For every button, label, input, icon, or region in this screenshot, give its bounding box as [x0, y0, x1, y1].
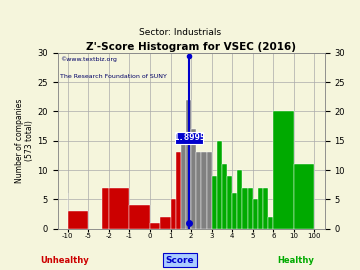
Text: The Research Foundation of SUNY: The Research Foundation of SUNY [60, 74, 167, 79]
Bar [227, 176, 232, 229]
Bar [196, 153, 201, 229]
Bar [150, 223, 160, 229]
Text: ©www.textbiz.org: ©www.textbiz.org [60, 56, 117, 62]
Bar [237, 170, 242, 229]
Bar [294, 164, 314, 229]
FancyBboxPatch shape [175, 132, 203, 144]
Bar [201, 153, 207, 229]
Bar [102, 188, 109, 229]
Text: 1.8995: 1.8995 [173, 133, 205, 142]
Bar [263, 188, 268, 229]
Bar [181, 135, 186, 229]
Bar [258, 188, 263, 229]
Bar [171, 199, 176, 229]
Bar [130, 205, 150, 229]
Y-axis label: Number of companies
(573 total): Number of companies (573 total) [15, 99, 35, 183]
Bar [273, 112, 294, 229]
Bar [217, 141, 222, 229]
Text: Healthy: Healthy [277, 256, 314, 265]
Bar [191, 129, 196, 229]
Bar [268, 217, 273, 229]
Bar [186, 100, 191, 229]
Bar [68, 211, 88, 229]
Bar [176, 153, 181, 229]
Bar [207, 153, 212, 229]
Bar [160, 217, 171, 229]
Bar [212, 176, 217, 229]
Text: Sector: Industrials: Sector: Industrials [139, 28, 221, 37]
Bar [253, 199, 258, 229]
Bar [248, 188, 253, 229]
Text: Unhealthy: Unhealthy [40, 256, 89, 265]
Text: Score: Score [166, 256, 194, 265]
Bar [242, 188, 248, 229]
Bar [232, 194, 237, 229]
Title: Z'-Score Histogram for VSEC (2016): Z'-Score Histogram for VSEC (2016) [86, 42, 296, 52]
Bar [109, 188, 130, 229]
Bar [222, 164, 227, 229]
